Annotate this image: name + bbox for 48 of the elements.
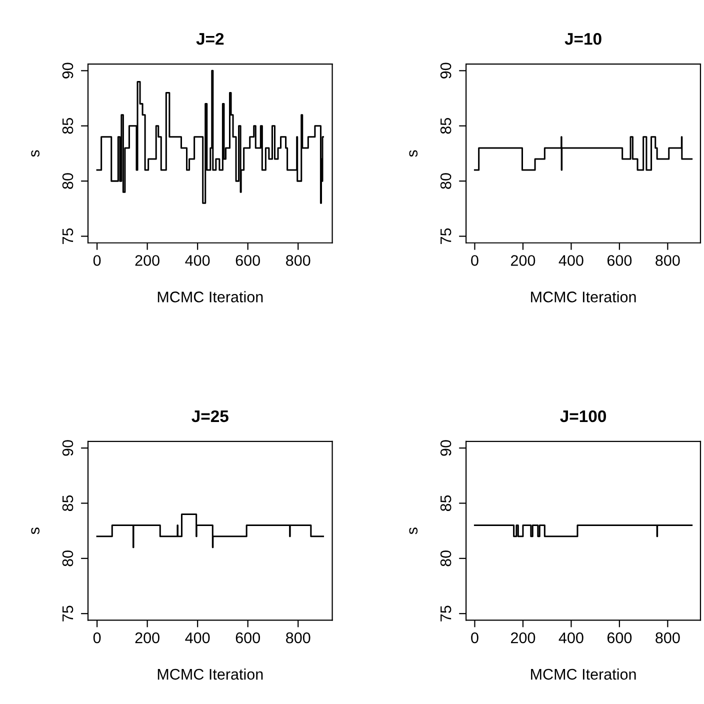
x-tick-label: 600 (236, 632, 260, 644)
x-tick-label: 0 (93, 255, 101, 266)
x-tick-label: 400 (558, 255, 584, 266)
x-tick-label: 200 (510, 632, 536, 644)
x-tick-label: 400 (185, 632, 210, 644)
x-tick-label: 800 (656, 255, 680, 266)
y-tick-label: 85 (440, 495, 452, 512)
y-tick-label: 75 (62, 228, 74, 244)
y-tick-label: 85 (62, 495, 74, 512)
x-axis-title: MCMC Iteration (158, 668, 263, 680)
y-tick-label: 75 (62, 606, 74, 622)
x-tick-label: 600 (236, 255, 260, 266)
chart-title: J=2 (196, 32, 224, 45)
x-tick-label: 0 (471, 255, 478, 266)
x-tick-label: 800 (286, 632, 310, 644)
y-axis-title: s (31, 528, 40, 534)
y-tick-label: 75 (440, 606, 452, 622)
x-axis-title: MCMC Iteration (531, 668, 636, 680)
x-tick-label: 400 (558, 632, 584, 644)
x-tick-label: 0 (471, 632, 478, 644)
x-tick-label: 200 (510, 255, 536, 266)
x-tick-label: 0 (93, 632, 101, 644)
y-tick-label: 90 (440, 62, 452, 78)
chart-title: J=25 (192, 410, 228, 422)
y-tick-label: 80 (62, 173, 74, 189)
x-tick-label: 400 (185, 255, 210, 266)
x-tick-label: 200 (135, 632, 160, 644)
y-axis-title: s (409, 150, 418, 157)
x-axis-title: MCMC Iteration (158, 291, 263, 302)
y-tick-label: 80 (440, 173, 452, 189)
x-tick-label: 800 (656, 632, 680, 644)
y-tick-label: 85 (62, 118, 74, 134)
x-tick-label: 600 (607, 632, 632, 644)
y-tick-label: 75 (440, 228, 452, 244)
x-tick-label: 600 (607, 255, 632, 266)
x-tick-label: 800 (286, 255, 310, 266)
y-tick-label: 90 (62, 62, 74, 78)
chart-title: J=100 (560, 410, 606, 422)
chart-title: J=10 (564, 32, 602, 45)
y-tick-label: 80 (62, 550, 74, 566)
y-tick-label: 90 (62, 440, 74, 456)
x-axis-title: MCMC Iteration (531, 291, 636, 302)
y-tick-label: 80 (440, 550, 452, 566)
y-axis-title: s (409, 528, 418, 534)
x-tick-label: 200 (135, 255, 160, 266)
y-axis-title: s (31, 150, 40, 157)
y-tick-label: 85 (440, 118, 452, 134)
y-tick-label: 90 (440, 440, 452, 456)
